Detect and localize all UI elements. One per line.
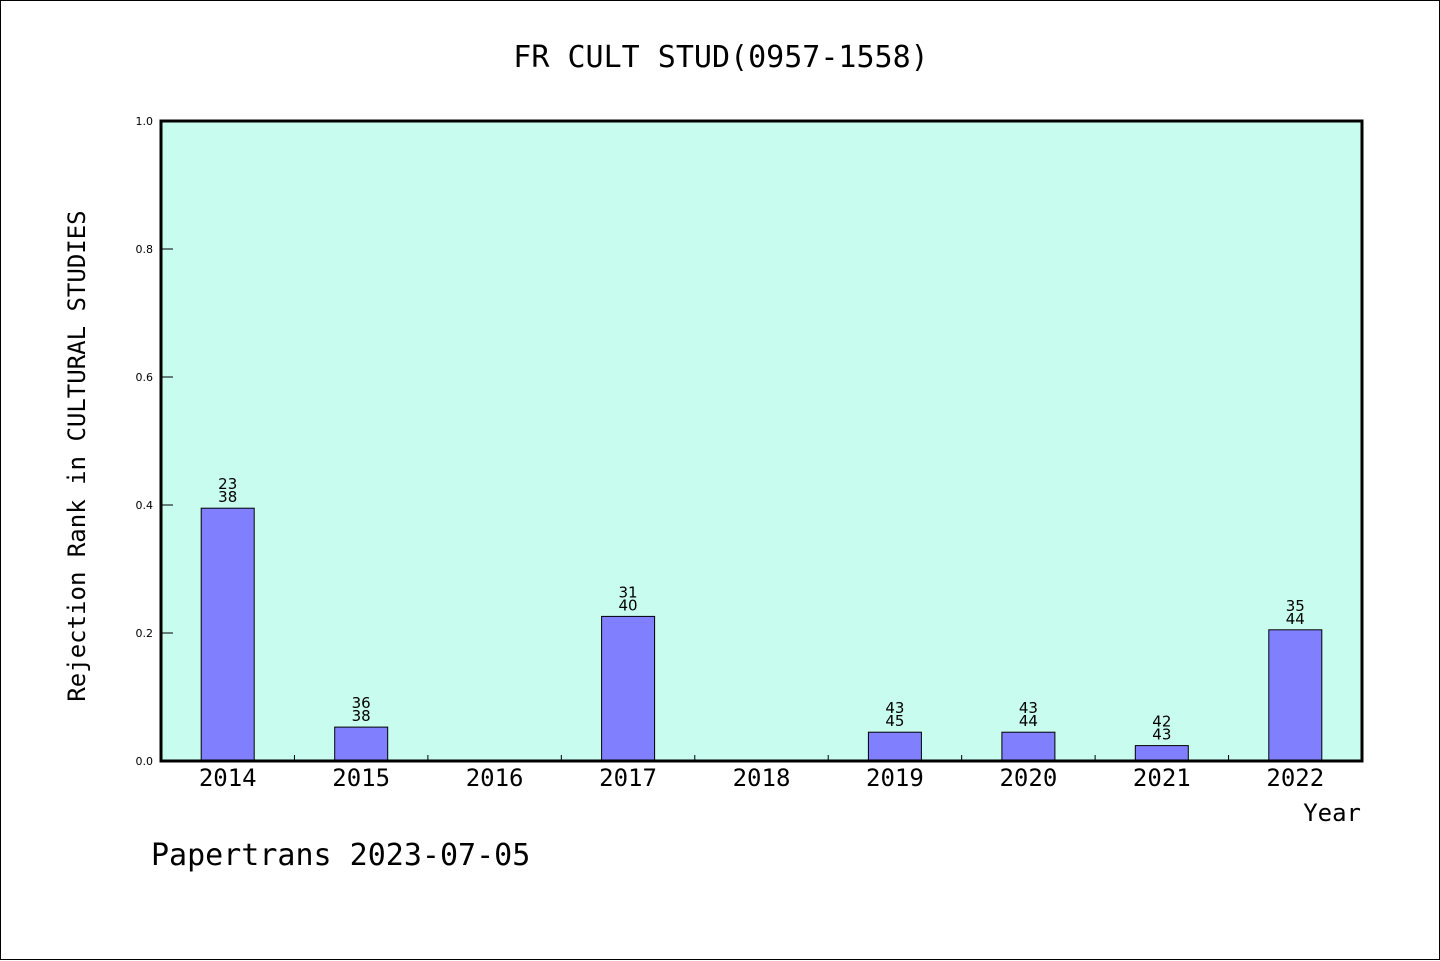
x-tick-label-2015: 2015	[332, 764, 390, 792]
bar-2017	[601, 615, 656, 762]
y-tick-label-0.8: 0.8	[136, 243, 154, 256]
x-tick-label-2021: 2021	[1133, 764, 1191, 792]
x-tick-label-2017: 2017	[599, 764, 657, 792]
plot-area	[161, 121, 1362, 761]
x-tick-label-2018: 2018	[733, 764, 791, 792]
chart-title: FR CULT STUD(0957-1558)	[513, 40, 928, 75]
bar-2022	[1268, 629, 1323, 762]
y-tick-label-0.6: 0.6	[136, 371, 154, 384]
bar-label-top-2021: 42	[1152, 713, 1171, 731]
plot-border	[159, 119, 1364, 763]
x-tick-label-2020: 2020	[999, 764, 1057, 792]
bars-layer	[200, 507, 1323, 762]
bar-label-bottom-2019: 45	[885, 712, 904, 730]
bar-label-top-2014: 23	[218, 475, 237, 493]
footer-credit: Papertrans 2023-07-05	[151, 838, 530, 873]
bar-label-top-2020: 43	[1019, 699, 1038, 717]
y-axis: 0.0 0.2 0.4 0.6 0.8 1.0	[136, 115, 173, 768]
x-axis-label: Year	[1303, 799, 1361, 827]
bar-label-top-2022: 35	[1286, 597, 1305, 615]
bar-label-bottom-2015: 38	[352, 707, 371, 725]
bar-2020	[1001, 731, 1056, 762]
x-axis: 2014 2015 2016 2017 2018 2019 2020 2021 2022	[199, 755, 1324, 792]
bar-label-bottom-2021: 43	[1152, 726, 1171, 744]
bar-2021	[1134, 745, 1189, 762]
bar-label-bottom-2017: 40	[619, 596, 638, 614]
y-tick-label-0.2: 0.2	[136, 627, 154, 640]
y-axis-label: Rejection Rank in CULTURAL STUDIES	[63, 210, 91, 701]
bar-label-bottom-2020: 44	[1019, 712, 1038, 730]
bar-2015	[334, 726, 389, 762]
bar-label-top-2017: 31	[619, 583, 638, 601]
bar-2014	[200, 507, 255, 762]
y-tick-label-1.0: 1.0	[136, 115, 154, 128]
bar-label-top-2019: 43	[885, 699, 904, 717]
bar-label-bottom-2022: 44	[1286, 610, 1305, 628]
y-tick-label-0.0: 0.0	[136, 755, 154, 768]
bar-2019	[867, 731, 922, 762]
bar-label-bottom-2014: 38	[218, 488, 237, 506]
x-tick-label-2022: 2022	[1266, 764, 1324, 792]
x-tick-label-2019: 2019	[866, 764, 924, 792]
bar-label-top-2015: 36	[352, 694, 371, 712]
x-tick-label-2014: 2014	[199, 764, 257, 792]
y-tick-label-0.4: 0.4	[136, 499, 154, 512]
x-tick-label-2016: 2016	[466, 764, 524, 792]
